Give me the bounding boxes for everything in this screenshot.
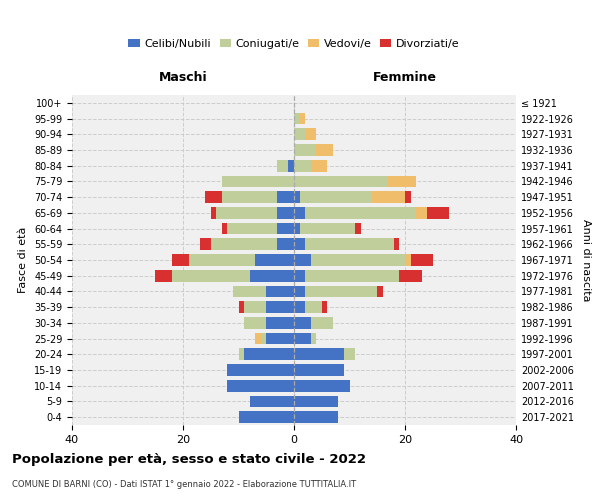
Text: COMUNE DI BARNI (CO) - Dati ISTAT 1° gennaio 2022 - Elaborazione TUTTITALIA.IT: COMUNE DI BARNI (CO) - Dati ISTAT 1° gen… [12,480,356,489]
Bar [211,207,216,219]
Bar [311,332,316,344]
Bar [155,270,172,281]
Bar [217,207,277,219]
Bar [222,176,294,188]
Bar [244,301,266,313]
Bar [410,254,433,266]
Bar [416,207,427,219]
Bar [266,301,294,313]
Bar [239,411,294,423]
Bar [172,270,250,281]
Bar [372,191,405,203]
Bar [294,222,299,234]
Bar [294,364,344,376]
Bar [299,112,305,124]
Y-axis label: Fasce di età: Fasce di età [19,227,28,293]
Bar [205,191,222,203]
Bar [294,286,305,298]
Bar [405,254,410,266]
Bar [294,238,305,250]
Text: Femmine: Femmine [373,71,437,84]
Bar [255,332,260,344]
Bar [294,411,338,423]
Bar [277,207,294,219]
Bar [305,301,322,313]
Bar [377,286,383,298]
Bar [277,222,294,234]
Bar [255,254,294,266]
Bar [277,191,294,203]
Bar [222,222,227,234]
Bar [294,112,299,124]
Bar [260,332,266,344]
Bar [305,286,377,298]
Bar [305,238,394,250]
Bar [294,144,316,156]
Bar [405,191,410,203]
Bar [250,396,294,407]
Bar [277,160,289,172]
Bar [222,191,277,203]
Bar [172,254,188,266]
Bar [244,317,266,329]
Bar [305,270,400,281]
Bar [239,348,244,360]
Bar [311,317,333,329]
Bar [294,380,349,392]
Bar [250,270,294,281]
Bar [299,222,355,234]
Bar [294,254,311,266]
Y-axis label: Anni di nascita: Anni di nascita [581,219,590,301]
Bar [316,144,333,156]
Bar [289,160,294,172]
Bar [294,348,344,360]
Bar [355,222,361,234]
Bar [344,348,355,360]
Legend: Celibi/Nubili, Coniugati/e, Vedovi/e, Divorziati/e: Celibi/Nubili, Coniugati/e, Vedovi/e, Di… [124,34,464,54]
Bar [311,160,328,172]
Bar [294,396,338,407]
Bar [211,238,277,250]
Bar [233,286,266,298]
Bar [299,191,372,203]
Text: Popolazione per età, sesso e stato civile - 2022: Popolazione per età, sesso e stato civil… [12,452,366,466]
Bar [294,128,305,140]
Text: Maschi: Maschi [158,71,208,84]
Bar [266,286,294,298]
Bar [227,364,294,376]
Bar [294,176,388,188]
Bar [388,176,416,188]
Bar [400,270,422,281]
Bar [227,222,277,234]
Bar [188,254,255,266]
Bar [294,301,305,313]
Bar [294,191,299,203]
Bar [294,332,311,344]
Bar [427,207,449,219]
Bar [294,317,311,329]
Bar [294,270,305,281]
Bar [294,207,305,219]
Bar [227,380,294,392]
Bar [200,238,211,250]
Bar [277,238,294,250]
Bar [394,238,400,250]
Bar [244,348,294,360]
Bar [305,207,416,219]
Bar [305,128,316,140]
Bar [266,317,294,329]
Bar [266,332,294,344]
Bar [311,254,405,266]
Bar [294,160,311,172]
Bar [322,301,328,313]
Bar [239,301,244,313]
